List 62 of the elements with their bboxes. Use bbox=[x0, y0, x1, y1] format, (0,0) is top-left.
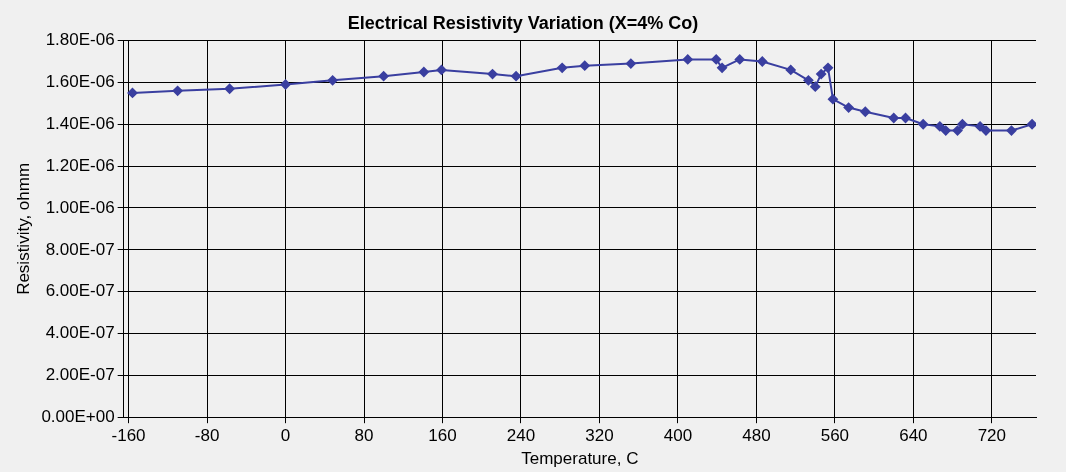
point bbox=[816, 69, 827, 80]
y-tick-label: 1.40E-06 bbox=[45, 113, 115, 133]
y-tick-label: 0.00E+00 bbox=[41, 406, 115, 426]
y-tick-label: 1.80E-06 bbox=[45, 30, 115, 50]
x-tick-label: 240 bbox=[506, 426, 536, 446]
point bbox=[934, 121, 945, 132]
y-tick-label: 1.00E-06 bbox=[45, 197, 115, 217]
x-tick-label: 640 bbox=[899, 426, 928, 446]
point bbox=[625, 58, 636, 69]
point bbox=[957, 119, 968, 130]
y-tick-label: 8.00E-07 bbox=[45, 239, 115, 259]
point bbox=[803, 75, 814, 86]
x-tick-label: 0 bbox=[280, 426, 291, 446]
point bbox=[810, 81, 821, 92]
x-tick-label: 400 bbox=[663, 426, 693, 446]
point bbox=[980, 125, 991, 136]
point bbox=[975, 121, 986, 132]
point bbox=[900, 113, 911, 124]
x-tick-label: 480 bbox=[742, 426, 771, 446]
x-tick-label: 160 bbox=[428, 426, 457, 446]
x-tick-label: -80 bbox=[194, 426, 220, 446]
x-tick-label: -160 bbox=[111, 426, 146, 446]
point bbox=[127, 87, 138, 98]
point bbox=[843, 102, 854, 113]
point bbox=[940, 125, 951, 136]
y-tick-label: 4.00E-07 bbox=[45, 323, 115, 343]
point bbox=[1006, 125, 1017, 136]
point bbox=[327, 75, 338, 86]
point bbox=[785, 64, 796, 75]
x-tick-label: 320 bbox=[585, 426, 614, 446]
y-tick-label: 6.00E-07 bbox=[45, 281, 115, 301]
x-tick-label: 80 bbox=[354, 426, 374, 446]
point bbox=[860, 106, 871, 117]
point bbox=[1027, 119, 1036, 130]
point bbox=[682, 54, 693, 65]
point bbox=[579, 60, 590, 71]
point bbox=[717, 62, 728, 73]
point bbox=[436, 64, 447, 75]
y-axis-title: Resistivity, ohmm bbox=[13, 162, 33, 295]
y-tick-label: 1.60E-06 bbox=[45, 72, 115, 92]
point bbox=[823, 62, 834, 73]
point bbox=[918, 119, 929, 130]
point bbox=[280, 79, 291, 90]
y-tick-label: 1.20E-06 bbox=[45, 155, 115, 175]
point bbox=[511, 71, 522, 82]
point bbox=[711, 54, 722, 65]
point bbox=[734, 54, 745, 65]
point bbox=[487, 69, 498, 80]
point bbox=[757, 56, 768, 67]
x-axis-title: Temperature, C bbox=[521, 449, 639, 469]
point bbox=[172, 85, 183, 96]
x-tick-label: 720 bbox=[977, 426, 1007, 446]
point bbox=[952, 125, 963, 136]
y-tick-label: 2.00E-07 bbox=[45, 365, 115, 385]
point bbox=[418, 66, 429, 77]
x-tick-label: 560 bbox=[820, 426, 850, 446]
point bbox=[888, 113, 899, 124]
point bbox=[224, 83, 235, 94]
point bbox=[827, 94, 838, 105]
point bbox=[557, 62, 568, 73]
chart-title: Electrical Resistivity Variation (X=4% Co) bbox=[347, 12, 699, 33]
point bbox=[378, 71, 389, 82]
